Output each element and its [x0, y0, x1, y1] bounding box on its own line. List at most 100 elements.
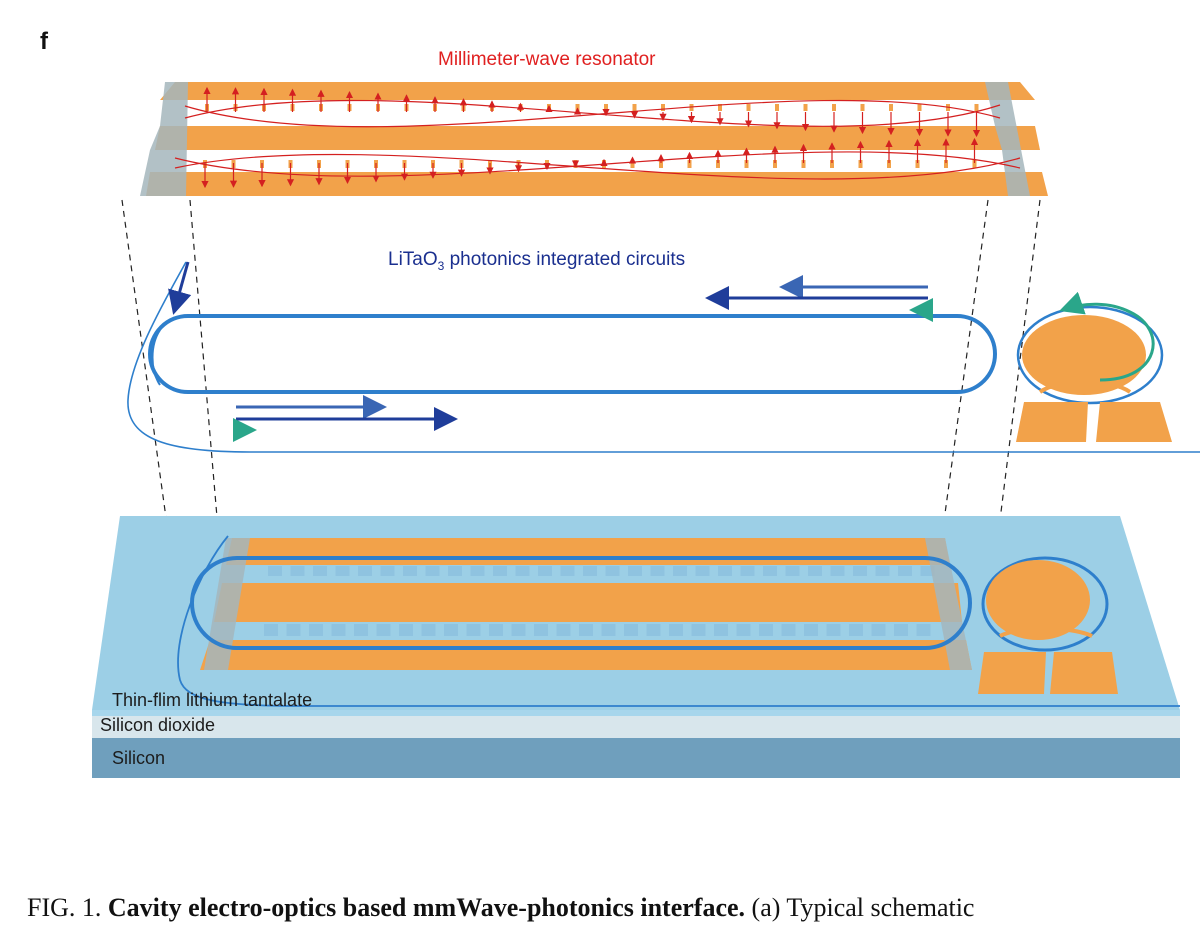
caption-title: Cavity electro-optics based mmWave-photo…	[107, 893, 746, 922]
electrode-bottom	[146, 172, 1048, 196]
chip-finger-lower	[264, 624, 278, 636]
chip-finger-lower	[871, 624, 886, 636]
chip-finger-upper	[268, 566, 282, 576]
chip-finger-upper	[515, 566, 530, 576]
photonic-circuit	[127, 261, 1200, 453]
electrode-middle	[155, 126, 1040, 150]
chip-finger-upper	[740, 566, 755, 576]
electrode-top	[160, 82, 1035, 100]
finger-lower	[630, 160, 635, 168]
mmwave-resonator	[140, 82, 1048, 196]
finger-lower	[744, 160, 749, 168]
layer-label-silicon: Silicon	[112, 748, 166, 768]
disk-circulation-arrow	[1059, 291, 1155, 382]
chip-finger-upper	[560, 566, 575, 576]
chip-finger-lower	[579, 624, 593, 636]
finger-upper	[917, 104, 922, 111]
field-envelope-lower-b	[174, 151, 1021, 177]
pic-material-o: O	[422, 249, 438, 270]
finger-upper	[860, 104, 865, 111]
chip-pad-left	[978, 652, 1046, 694]
finger-upper	[604, 104, 608, 111]
chip-bus-waveguide	[177, 535, 1180, 707]
finger-upper	[889, 104, 893, 111]
chip-electrode-middle	[214, 583, 962, 622]
field-envelope-upper-b	[184, 99, 1001, 128]
finger-lower	[887, 160, 891, 168]
finger-lower	[659, 160, 663, 168]
layer-label-lithium-tantalate: Thin-flim lithium tantalate	[112, 690, 313, 710]
chip-finger-lower	[421, 624, 436, 636]
chip-finger-lower	[601, 624, 616, 636]
chip-finger-lower	[354, 624, 368, 636]
finger-upper	[632, 104, 637, 111]
figure-caption: FIG. 1. Cavity electro-optics based mmWa…	[27, 893, 1200, 923]
slot-lower	[165, 156, 1030, 168]
layer-silicon	[92, 738, 1180, 778]
chip-finger-lower	[309, 624, 323, 636]
chip-pad-right	[1050, 652, 1118, 694]
chip-finger-lower	[376, 624, 391, 636]
chip-finger-lower	[826, 624, 841, 636]
chip-finger-upper	[875, 566, 890, 576]
caption-text: (a) Typical schematic	[751, 893, 975, 922]
finger-upper	[718, 104, 722, 111]
finger-lower	[830, 160, 834, 168]
finger-upper	[974, 104, 979, 111]
chip-finger-lower	[511, 624, 526, 636]
input-arrow	[168, 261, 192, 315]
chip-finger-upper	[538, 566, 552, 576]
chip-finger-lower	[646, 624, 661, 636]
bus-coupling	[151, 329, 161, 386]
pic-material-sub: 3	[437, 258, 445, 273]
layer-label-silicon-dioxide: Silicon dioxide	[100, 715, 216, 735]
chip-racetrack	[190, 556, 972, 650]
chip-finger-upper	[448, 566, 462, 576]
finger-lower	[944, 160, 948, 168]
chip-contact-right	[925, 538, 972, 670]
chip-finger-upper	[290, 566, 305, 576]
pic-material-prefix: LiTa	[388, 249, 423, 270]
chip-electrode-top	[226, 538, 950, 565]
chip-finger-upper	[830, 566, 845, 576]
panel-label: f	[40, 28, 48, 55]
chip-finger-lower	[669, 624, 683, 636]
disk-ring	[1016, 305, 1164, 405]
disk-pad-left	[1016, 402, 1088, 442]
chip-finger-upper	[920, 566, 935, 576]
chip-finger-lower	[759, 624, 773, 636]
chip-finger-lower	[916, 624, 931, 636]
field-envelope-lower-a	[174, 153, 1021, 180]
field-arrows	[201, 86, 981, 189]
finger-upper	[832, 104, 836, 111]
finger-lower	[716, 160, 720, 168]
chip-disk-feed	[999, 626, 1093, 638]
chip-finger-lower	[331, 624, 346, 636]
disk-feed	[1038, 379, 1132, 394]
pic-label: LiTaO3 photonics integrated circuits	[388, 249, 685, 273]
chip-finger-lower	[624, 624, 638, 636]
layer-silicon-dioxide	[92, 716, 1180, 738]
chip-finger-upper	[583, 566, 597, 576]
chip-finger-upper	[358, 566, 372, 576]
chip-finger-lower	[849, 624, 863, 636]
chip-finger-upper	[425, 566, 440, 576]
chip-finger-lower	[894, 624, 908, 636]
finger-lower	[773, 160, 777, 168]
chip-finger-lower	[691, 624, 706, 636]
finger-lower	[687, 160, 692, 168]
chip-finger-upper	[493, 566, 507, 576]
chip-disk-electrode	[986, 560, 1090, 640]
chip-finger-upper	[650, 566, 665, 576]
chip-finger-upper	[403, 566, 417, 576]
chip-finger-upper	[673, 566, 687, 576]
chip-finger-upper	[763, 566, 777, 576]
racetrack-resonator	[148, 314, 997, 394]
finger-lower	[915, 160, 920, 168]
chip-finger-lower	[804, 624, 818, 636]
finger-upper	[775, 104, 779, 111]
chip-finger-upper	[335, 566, 350, 576]
chip-electrode-bottom	[200, 640, 972, 670]
chip-finger-upper	[605, 566, 620, 576]
